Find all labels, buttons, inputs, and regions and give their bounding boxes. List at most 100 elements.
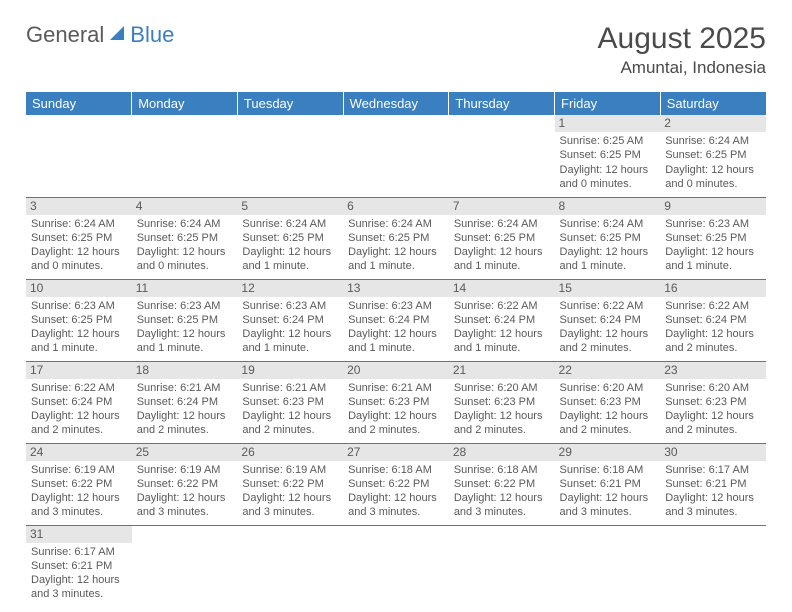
calendar-cell: 23Sunrise: 6:20 AMSunset: 6:23 PMDayligh… (660, 361, 766, 443)
day-number: 30 (660, 444, 766, 461)
calendar-cell: 12Sunrise: 6:23 AMSunset: 6:24 PMDayligh… (237, 279, 343, 361)
day-detail-line: Daylight: 12 hours (665, 491, 761, 505)
day-detail-line: Daylight: 12 hours (137, 327, 233, 341)
calendar-cell (343, 115, 449, 197)
title-block: August 2025 Amuntai, Indonesia (598, 22, 766, 78)
day-detail-line: Sunrise: 6:20 AM (454, 381, 550, 395)
day-number: 17 (26, 362, 132, 379)
day-detail-line: Sunset: 6:25 PM (31, 313, 127, 327)
day-detail-line: Daylight: 12 hours (665, 245, 761, 259)
day-detail-line: Sunset: 6:24 PM (560, 313, 656, 327)
day-detail-line: Sunset: 6:25 PM (560, 148, 656, 162)
day-detail-line: Sunrise: 6:23 AM (348, 299, 444, 313)
day-detail-line: Daylight: 12 hours (31, 245, 127, 259)
day-detail-line: and 2 minutes. (665, 423, 761, 437)
calendar-cell: 28Sunrise: 6:18 AMSunset: 6:22 PMDayligh… (449, 443, 555, 525)
calendar-cell: 27Sunrise: 6:18 AMSunset: 6:22 PMDayligh… (343, 443, 449, 525)
calendar-cell: 22Sunrise: 6:20 AMSunset: 6:23 PMDayligh… (555, 361, 661, 443)
day-detail-line: Daylight: 12 hours (31, 573, 127, 587)
calendar-week-row: 1Sunrise: 6:25 AMSunset: 6:25 PMDaylight… (26, 115, 766, 197)
day-number: 11 (132, 280, 238, 297)
header: General Blue August 2025 Amuntai, Indone… (26, 22, 766, 78)
day-detail-line: and 3 minutes. (31, 505, 127, 519)
calendar-cell: 25Sunrise: 6:19 AMSunset: 6:22 PMDayligh… (132, 443, 238, 525)
day-detail-line: Sunrise: 6:23 AM (31, 299, 127, 313)
day-detail-line: and 0 minutes. (665, 177, 761, 191)
calendar-cell: 18Sunrise: 6:21 AMSunset: 6:24 PMDayligh… (132, 361, 238, 443)
day-detail-line: Sunrise: 6:21 AM (242, 381, 338, 395)
day-detail-line: Sunrise: 6:24 AM (137, 217, 233, 231)
day-detail-line: and 0 minutes. (31, 259, 127, 273)
day-detail-line: Daylight: 12 hours (560, 163, 656, 177)
day-detail-line: and 3 minutes. (242, 505, 338, 519)
day-detail-line: Daylight: 12 hours (348, 409, 444, 423)
calendar-cell: 29Sunrise: 6:18 AMSunset: 6:21 PMDayligh… (555, 443, 661, 525)
logo-sail-icon (108, 24, 128, 47)
calendar-cell: 5Sunrise: 6:24 AMSunset: 6:25 PMDaylight… (237, 197, 343, 279)
day-number: 27 (343, 444, 449, 461)
day-detail-line: Sunset: 6:21 PM (665, 477, 761, 491)
day-detail-line: and 1 minute. (454, 259, 550, 273)
day-number: 4 (132, 198, 238, 215)
day-detail-line: Sunrise: 6:19 AM (31, 463, 127, 477)
location: Amuntai, Indonesia (598, 58, 766, 78)
day-number: 8 (555, 198, 661, 215)
day-detail-line: Sunrise: 6:24 AM (665, 134, 761, 148)
day-detail-line: Sunset: 6:22 PM (31, 477, 127, 491)
day-detail-line: and 1 minute. (137, 341, 233, 355)
day-detail-line: Sunrise: 6:23 AM (242, 299, 338, 313)
calendar-cell: 11Sunrise: 6:23 AMSunset: 6:25 PMDayligh… (132, 279, 238, 361)
day-detail-line: Daylight: 12 hours (31, 327, 127, 341)
calendar-cell (660, 525, 766, 607)
day-detail-line: Sunrise: 6:22 AM (665, 299, 761, 313)
day-detail-line: Sunrise: 6:21 AM (348, 381, 444, 395)
day-detail-line: and 2 minutes. (454, 423, 550, 437)
day-detail-line: and 1 minute. (31, 341, 127, 355)
day-detail-line: Daylight: 12 hours (560, 245, 656, 259)
day-detail-line: Daylight: 12 hours (665, 409, 761, 423)
calendar-cell: 9Sunrise: 6:23 AMSunset: 6:25 PMDaylight… (660, 197, 766, 279)
month-title: August 2025 (598, 22, 766, 56)
day-detail-line: Sunrise: 6:17 AM (31, 545, 127, 559)
day-detail-line: Daylight: 12 hours (454, 327, 550, 341)
day-detail-line: Sunset: 6:23 PM (454, 395, 550, 409)
day-number: 7 (449, 198, 555, 215)
day-detail-line: Sunset: 6:23 PM (242, 395, 338, 409)
calendar-table: Sunday Monday Tuesday Wednesday Thursday… (26, 92, 766, 607)
calendar-cell: 21Sunrise: 6:20 AMSunset: 6:23 PMDayligh… (449, 361, 555, 443)
day-detail-line: Daylight: 12 hours (31, 491, 127, 505)
calendar-cell: 4Sunrise: 6:24 AMSunset: 6:25 PMDaylight… (132, 197, 238, 279)
weekday-header: Monday (132, 92, 238, 115)
day-number: 22 (555, 362, 661, 379)
day-detail-line: Daylight: 12 hours (31, 409, 127, 423)
calendar-cell: 17Sunrise: 6:22 AMSunset: 6:24 PMDayligh… (26, 361, 132, 443)
day-detail-line: Daylight: 12 hours (348, 491, 444, 505)
calendar-cell: 8Sunrise: 6:24 AMSunset: 6:25 PMDaylight… (555, 197, 661, 279)
day-detail-line: Daylight: 12 hours (665, 163, 761, 177)
day-detail-line: Daylight: 12 hours (242, 245, 338, 259)
day-number: 31 (26, 526, 132, 543)
calendar-cell (449, 525, 555, 607)
day-detail-line: Sunrise: 6:18 AM (454, 463, 550, 477)
day-detail-line: Sunrise: 6:24 AM (560, 217, 656, 231)
weekday-header: Wednesday (343, 92, 449, 115)
day-detail-line: Sunset: 6:23 PM (348, 395, 444, 409)
day-detail-line: and 3 minutes. (454, 505, 550, 519)
day-number: 25 (132, 444, 238, 461)
day-detail-line: and 3 minutes. (31, 587, 127, 601)
day-detail-line: Sunrise: 6:18 AM (348, 463, 444, 477)
day-number: 14 (449, 280, 555, 297)
day-detail-line: and 2 minutes. (560, 341, 656, 355)
day-detail-line: Sunset: 6:25 PM (348, 231, 444, 245)
day-detail-line: Sunrise: 6:19 AM (137, 463, 233, 477)
day-detail-line: Sunrise: 6:24 AM (454, 217, 550, 231)
calendar-week-row: 10Sunrise: 6:23 AMSunset: 6:25 PMDayligh… (26, 279, 766, 361)
calendar-cell: 13Sunrise: 6:23 AMSunset: 6:24 PMDayligh… (343, 279, 449, 361)
day-detail-line: and 0 minutes. (137, 259, 233, 273)
calendar-cell: 16Sunrise: 6:22 AMSunset: 6:24 PMDayligh… (660, 279, 766, 361)
day-number: 2 (660, 115, 766, 132)
day-detail-line: Sunset: 6:23 PM (665, 395, 761, 409)
calendar-cell: 1Sunrise: 6:25 AMSunset: 6:25 PMDaylight… (555, 115, 661, 197)
day-detail-line: Sunset: 6:22 PM (137, 477, 233, 491)
day-detail-line: Daylight: 12 hours (454, 245, 550, 259)
